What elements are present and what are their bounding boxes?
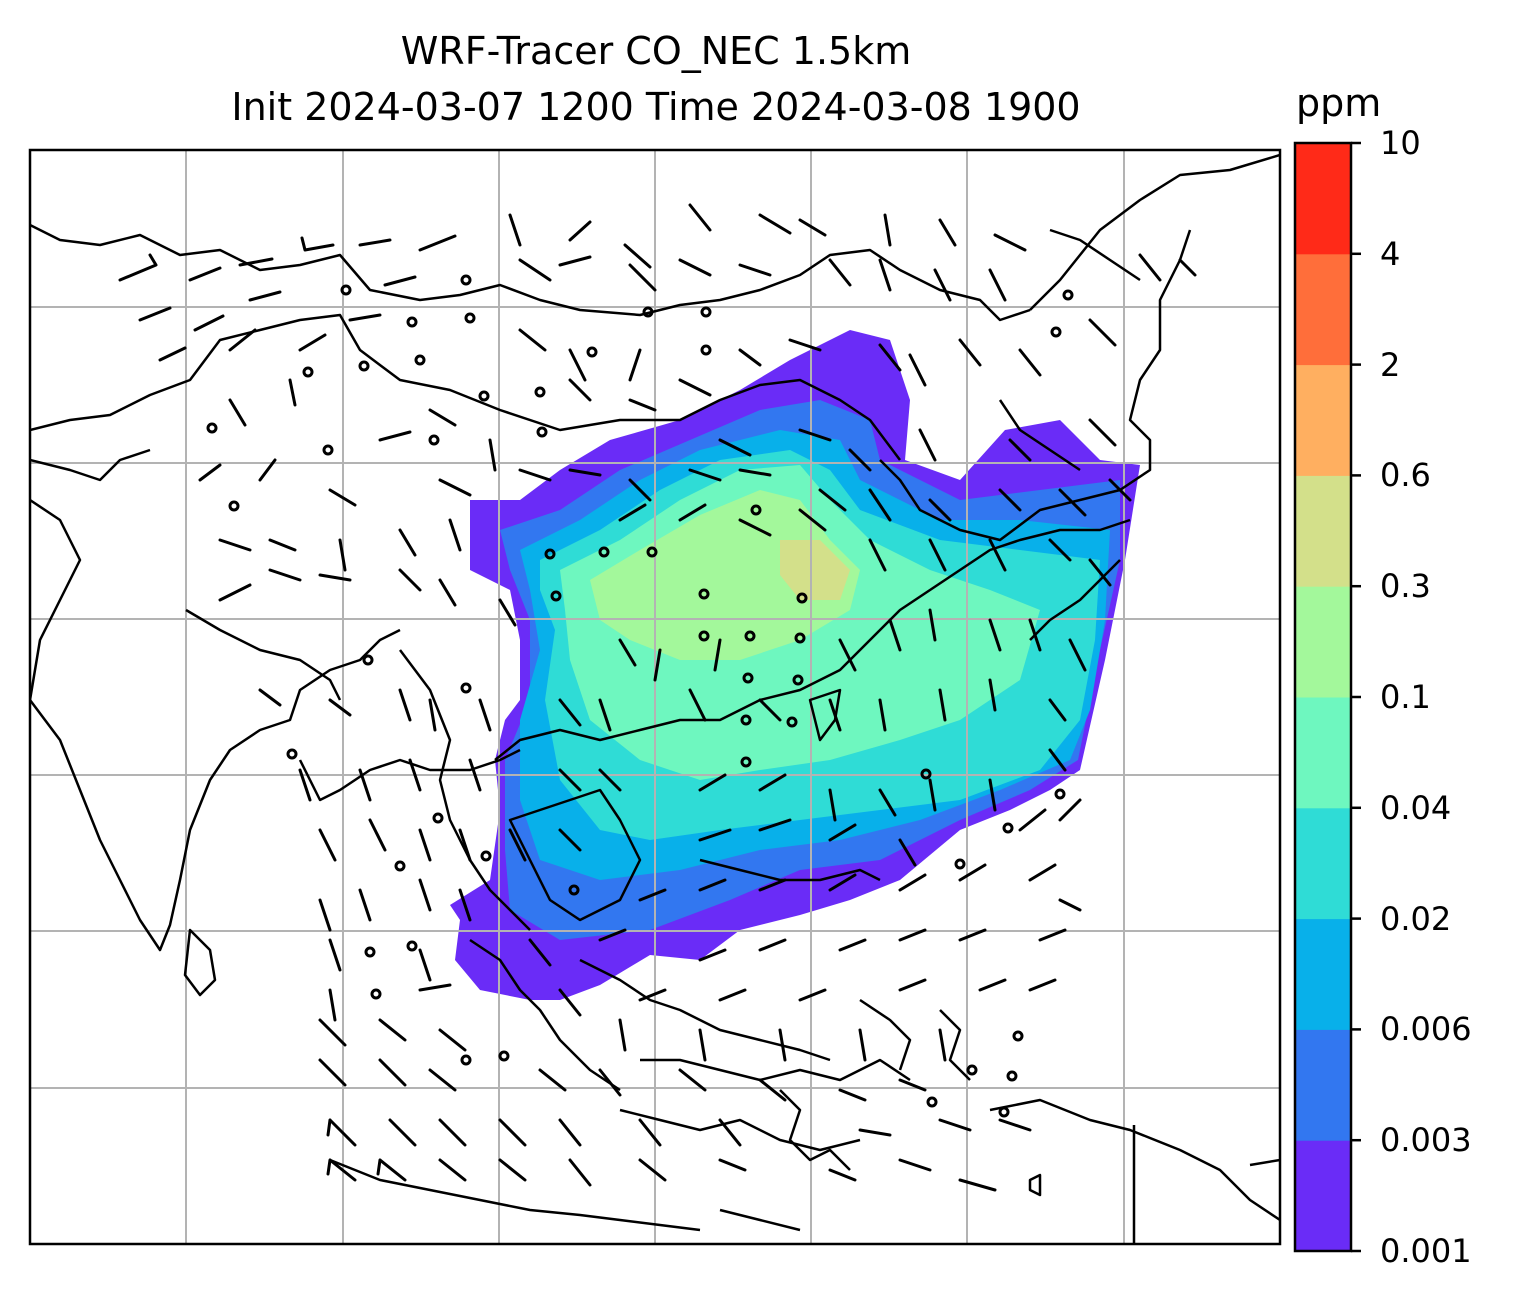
colorbar-tick-label: 0.001 xyxy=(1380,1232,1472,1270)
tracer-level-0.1 xyxy=(590,490,860,660)
colorbar-swatch xyxy=(1295,586,1351,698)
colorbar-swatch xyxy=(1295,364,1351,476)
calm-wind-markers xyxy=(206,274,1074,1118)
colorbar-tick-label: 10 xyxy=(1380,124,1421,162)
colorbar-tick-label: 0.02 xyxy=(1380,899,1452,938)
colorbar-tick-label: 0.003 xyxy=(1380,1121,1472,1160)
coastlines-and-borders xyxy=(30,153,1280,1244)
wind-barbs xyxy=(118,203,1197,1192)
tracer-concentration-field xyxy=(450,330,1140,1000)
colorbar-swatch xyxy=(1295,918,1351,1030)
colorbar-tick-label: 4 xyxy=(1380,234,1401,273)
colorbar-swatch xyxy=(1295,1140,1351,1252)
colorbar-swatch xyxy=(1295,143,1351,255)
colorbar-swatch xyxy=(1295,253,1351,366)
colorbar-ticks xyxy=(1351,141,1361,1253)
graticule xyxy=(30,150,1280,1244)
colorbar-tick-label: 2 xyxy=(1380,345,1401,384)
colorbar-swatch xyxy=(1295,807,1351,920)
tracer-level-0.3 xyxy=(780,540,850,600)
colorbar-swatches xyxy=(1295,143,1351,1252)
colorbar-tick-label: 0.04 xyxy=(1380,788,1452,827)
colorbar xyxy=(1293,141,1361,1253)
colorbar-tick-label: 0.1 xyxy=(1380,678,1431,716)
colorbar-unit-label: ppm xyxy=(1296,81,1382,125)
colorbar-tick-label: 0.006 xyxy=(1380,1010,1472,1049)
map-title-line-2: Init 2024-03-07 1200 Time 2024-03-08 190… xyxy=(231,85,1081,129)
map-title-line-1: WRF-Tracer CO_NEC 1.5km xyxy=(400,29,912,73)
colorbar-swatch xyxy=(1295,475,1351,587)
colorbar-tick-label: 0.6 xyxy=(1380,456,1431,495)
colorbar-tick-label: 0.3 xyxy=(1380,567,1431,606)
colorbar-swatch xyxy=(1295,697,1351,809)
map-frame xyxy=(28,148,1282,1246)
colorbar-swatch xyxy=(1295,1029,1351,1141)
